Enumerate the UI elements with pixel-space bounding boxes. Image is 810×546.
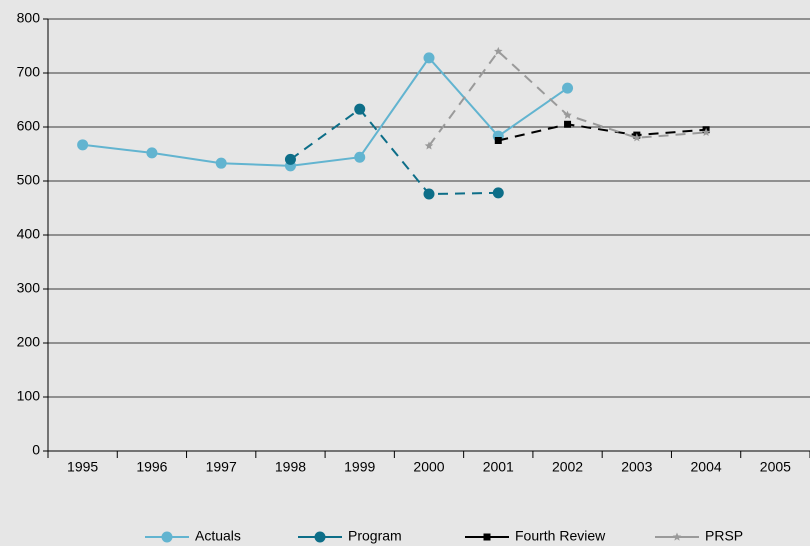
marker: [632, 133, 642, 142]
marker: [424, 141, 434, 150]
y-tick-label: 200: [17, 334, 41, 350]
y-tick-label: 700: [17, 64, 41, 80]
y-tick-label: 800: [17, 10, 41, 26]
legend-marker: [672, 532, 682, 541]
series-line: [289, 107, 499, 196]
x-tick-label: 2002: [552, 459, 583, 475]
x-tick-label: 2001: [483, 459, 514, 475]
series-line: [498, 123, 707, 142]
marker: [146, 147, 158, 159]
y-tick-label: 400: [17, 226, 41, 242]
y-tick-label: 0: [32, 442, 40, 458]
y-tick-label: 100: [17, 388, 41, 404]
y-tick-label: 300: [17, 280, 41, 296]
x-tick-label: 1996: [136, 459, 167, 475]
marker: [563, 110, 572, 119]
legend-marker: [161, 531, 173, 543]
marker: [494, 137, 502, 144]
legend-label: Program: [348, 528, 402, 544]
marker: [701, 127, 711, 136]
y-tick-label: 500: [17, 172, 41, 188]
legend-marker: [483, 533, 491, 541]
marker: [494, 46, 503, 55]
x-tick-label: 1998: [275, 459, 306, 475]
marker: [423, 52, 435, 64]
marker: [77, 139, 89, 151]
marker: [354, 151, 366, 163]
legend-label: Actuals: [195, 528, 241, 544]
legend-label: Fourth Review: [515, 528, 606, 544]
x-tick-label: 2004: [691, 459, 722, 475]
y-tick-label: 600: [17, 118, 41, 134]
legend-marker: [314, 531, 326, 543]
marker: [562, 82, 574, 94]
x-tick-label: 2005: [760, 459, 791, 475]
legend-label: PRSP: [705, 528, 743, 544]
x-tick-label: 1997: [206, 459, 237, 475]
x-tick-label: 2003: [621, 459, 652, 475]
series-line: [82, 56, 569, 167]
marker: [564, 120, 572, 128]
marker: [354, 103, 366, 115]
x-tick-label: 2000: [413, 459, 444, 475]
series-line: [428, 49, 707, 147]
x-tick-label: 1995: [67, 459, 98, 475]
marker: [284, 153, 296, 165]
marker: [423, 188, 435, 200]
x-tick-label: 1999: [344, 459, 375, 475]
marker: [215, 157, 227, 169]
marker: [492, 187, 504, 199]
